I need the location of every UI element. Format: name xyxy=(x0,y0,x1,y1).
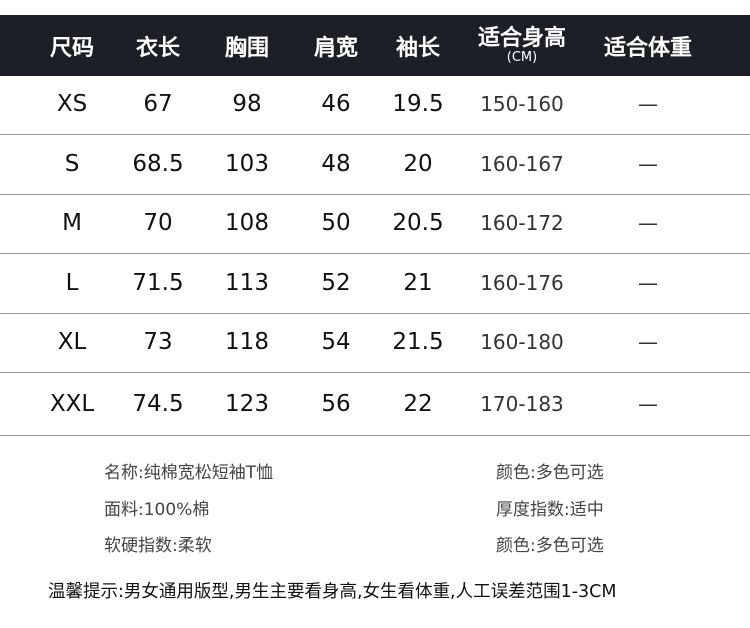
table-row: XL 73 118 54 21.5 160-180 — xyxy=(0,313,750,373)
table-row: S 68.5 103 48 20 160-167 — xyxy=(0,135,750,195)
table-cell: — xyxy=(638,151,658,176)
table-cell: 113 xyxy=(225,269,269,296)
table-cell: 160-180 xyxy=(480,330,564,354)
header-label: 适合体重 xyxy=(603,35,693,61)
table-row: XS 67 98 46 19.5 150-160 — xyxy=(0,75,750,135)
table-cell: — xyxy=(638,211,658,235)
table-cell: 98 xyxy=(232,91,262,117)
table-cell: 160-172 xyxy=(480,211,564,235)
table-cell: 160-167 xyxy=(480,151,564,176)
table-cell: 20 xyxy=(403,150,433,177)
table-cell: 20.5 xyxy=(392,210,444,236)
table-cell: 50 xyxy=(321,210,351,236)
info-item: 面料:100%棉 xyxy=(104,499,210,520)
table-cell: 118 xyxy=(225,329,269,355)
table-cell: 22 xyxy=(403,390,433,417)
table-cell: XS xyxy=(56,91,88,117)
table-cell: 19.5 xyxy=(392,91,444,117)
table-cell: 21.5 xyxy=(392,329,444,355)
column-header: 肩宽 xyxy=(314,15,358,76)
table-row: XXL 74.5 123 56 22 170-183 — xyxy=(0,373,750,436)
tip-text: 温馨提示:男女通用版型,男生主要看身高,女生看体重,人工误差范围1-3CM xyxy=(48,582,617,602)
column-header: 胸围 xyxy=(225,15,269,76)
table-cell: M xyxy=(62,210,82,236)
column-header: 尺码 xyxy=(50,15,94,76)
table-cell: 56 xyxy=(321,390,351,417)
table-cell: 68.5 xyxy=(132,150,184,177)
table-cell: 108 xyxy=(225,210,269,236)
table-cell: S xyxy=(64,150,80,177)
table-cell: L xyxy=(65,269,79,296)
table-cell: 52 xyxy=(321,269,351,296)
header-label: 肩宽 xyxy=(313,35,359,61)
table-cell: — xyxy=(638,391,658,416)
column-header: 衣长 xyxy=(136,15,180,76)
info-item: 颜色:多色可选 xyxy=(496,536,604,556)
info-item: 颜色:多色可选 xyxy=(496,463,604,483)
table-cell: 73 xyxy=(143,329,173,355)
header-label: 衣长 xyxy=(135,35,181,61)
header-label: 适合身高 xyxy=(477,25,567,51)
table-cell: XXL xyxy=(49,390,95,417)
column-header: 适合体重 xyxy=(604,15,692,76)
table-cell: — xyxy=(638,270,658,295)
table-cell: 170-183 xyxy=(480,391,564,416)
table-cell: 21 xyxy=(403,269,433,296)
table-cell: 71.5 xyxy=(132,269,184,296)
info-item: 厚度指数:适中 xyxy=(496,499,604,520)
table-header: 尺码 衣长 胸围 肩宽 袖长 适合身高 (CM) 适合体重 xyxy=(0,15,750,76)
table-cell: — xyxy=(638,330,658,354)
table-row: M 70 108 50 20.5 160-172 — xyxy=(0,194,750,254)
table-cell: — xyxy=(638,92,658,116)
table-cell: 123 xyxy=(225,390,269,417)
table-cell: 67 xyxy=(143,91,173,117)
table-cell: 103 xyxy=(225,150,269,177)
table-cell: 150-160 xyxy=(480,92,564,116)
column-header: 适合身高 (CM) xyxy=(478,15,566,76)
header-unit: (CM) xyxy=(506,49,538,65)
table-cell: 46 xyxy=(321,91,351,117)
table-cell: 160-176 xyxy=(480,270,564,295)
table-cell: XL xyxy=(57,329,87,355)
table-cell: 54 xyxy=(321,329,351,355)
info-item: 名称:纯棉宽松短袖T恤 xyxy=(104,463,274,483)
header-label: 袖长 xyxy=(395,35,441,61)
table-cell: 74.5 xyxy=(132,390,184,417)
header-label: 胸围 xyxy=(224,35,270,61)
table-cell: 70 xyxy=(143,210,173,236)
table-row: L 71.5 113 52 21 160-176 — xyxy=(0,254,750,314)
table-cell: 48 xyxy=(321,150,351,177)
info-item: 软硬指数:柔软 xyxy=(104,536,212,556)
header-label: 尺码 xyxy=(49,35,95,61)
column-header: 袖长 xyxy=(396,15,440,76)
